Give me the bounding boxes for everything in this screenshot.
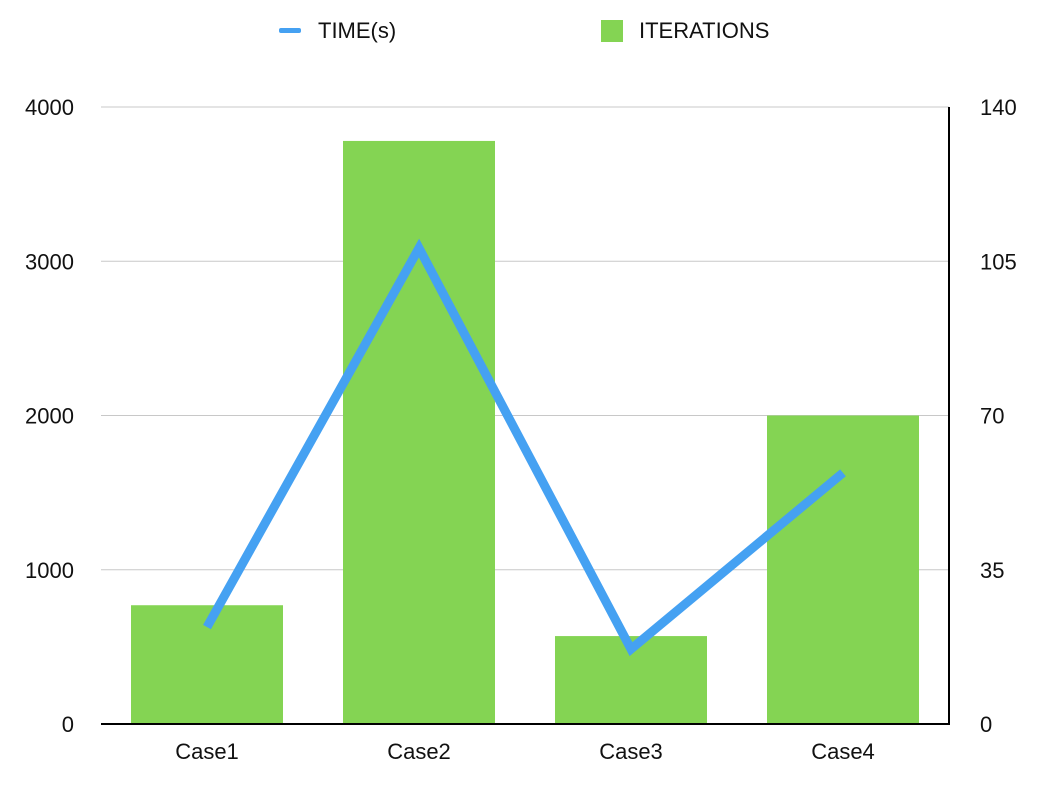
legend-label-iterations: ITERATIONS xyxy=(639,18,769,43)
left-tick-label: 4000 xyxy=(25,95,74,120)
left-tick-label: 1000 xyxy=(25,558,74,583)
bar-case2 xyxy=(343,140,495,724)
left-axis-ticks: 0 1000 2000 3000 4000 xyxy=(25,95,74,737)
x-axis-ticks: Case1 Case2 Case3 Case4 xyxy=(175,739,875,764)
legend: TIME(s) ITERATIONS xyxy=(279,18,769,43)
bar-case4 xyxy=(767,415,919,724)
x-tick-label: Case1 xyxy=(175,739,239,764)
axes xyxy=(101,107,950,725)
time-line xyxy=(203,238,846,657)
x-tick-label: Case2 xyxy=(387,739,451,764)
x-tick-label: Case4 xyxy=(811,739,875,764)
x-tick-label: Case3 xyxy=(599,739,663,764)
legend-bar-swatch xyxy=(601,20,623,42)
legend-label-time: TIME(s) xyxy=(318,18,396,43)
left-tick-label: 3000 xyxy=(25,249,74,274)
bar-series-iterations xyxy=(131,140,919,724)
right-tick-label: 105 xyxy=(980,249,1017,274)
line-series-time xyxy=(203,238,846,657)
right-tick-label: 70 xyxy=(980,404,1004,429)
right-tick-label: 35 xyxy=(980,558,1004,583)
right-axis-ticks: 0 35 70 105 140 xyxy=(980,95,1017,737)
left-tick-label: 0 xyxy=(62,712,74,737)
right-tick-label: 0 xyxy=(980,712,992,737)
left-tick-label: 2000 xyxy=(25,404,74,429)
right-tick-label: 140 xyxy=(980,95,1017,120)
legend-line-swatch xyxy=(279,28,301,33)
